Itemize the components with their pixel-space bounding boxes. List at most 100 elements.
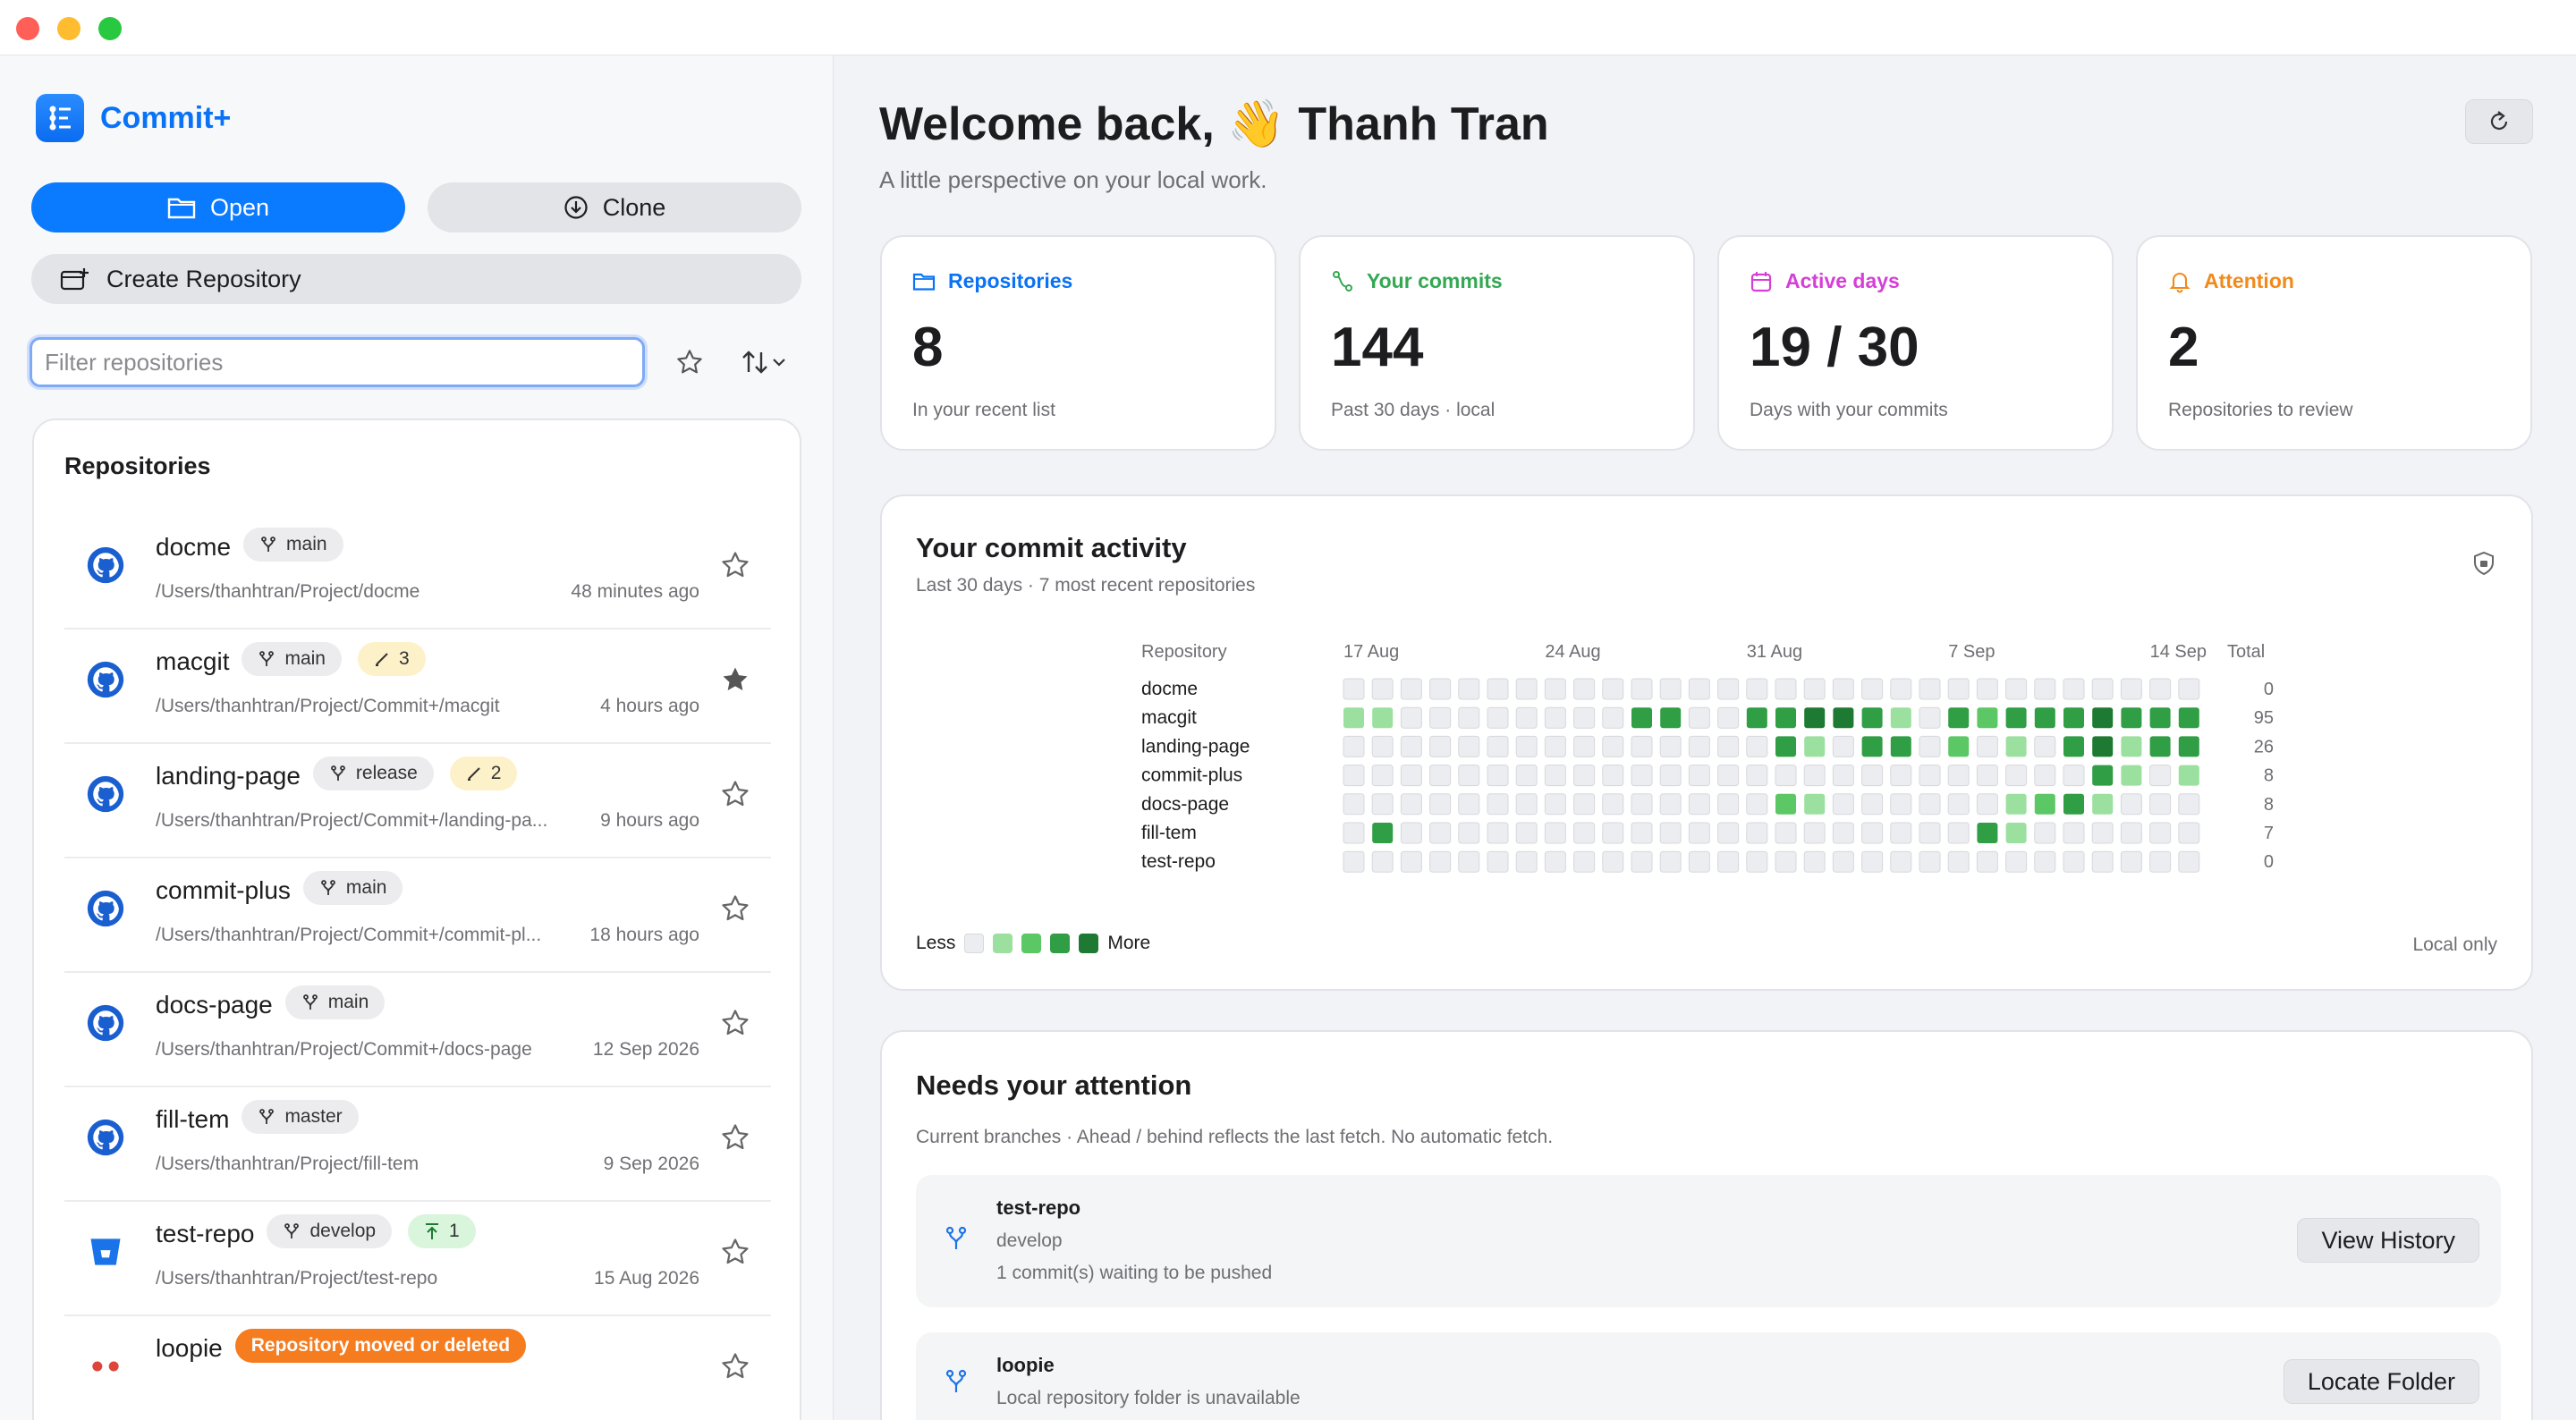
repo-row-landing-page[interactable]: landing-page release 2/Users/thanhtran/Pro… xyxy=(64,744,771,858)
heatmap-cell xyxy=(1919,765,1941,787)
heatmap-cell xyxy=(1717,765,1740,787)
star-icon[interactable] xyxy=(717,547,753,583)
heatmap-cell xyxy=(1458,850,1480,873)
branch-badge: main xyxy=(243,528,343,562)
branch-icon xyxy=(319,879,337,897)
minimize-window-button[interactable] xyxy=(57,17,80,40)
heatmap-cell xyxy=(1977,823,1998,843)
heatmap-cell xyxy=(2149,822,2172,844)
heatmap-cell xyxy=(1573,706,1596,729)
heatmap-cell xyxy=(1746,735,1768,757)
heatmap-cell xyxy=(1602,850,1624,873)
heatmap-cell xyxy=(2092,736,2114,757)
repo-last-opened: 12 Sep 2026 xyxy=(592,1039,699,1060)
branch-name: main xyxy=(284,648,326,669)
heatmap-cell xyxy=(2121,736,2142,757)
heatmap-cell xyxy=(1717,850,1740,873)
stat-card-repositories: Repositories 8 In your recent list xyxy=(880,235,1276,451)
star-icon[interactable] xyxy=(717,776,753,812)
repo-row-fill-tem[interactable]: fill-tem master/Users/thanhtran/Project/f… xyxy=(64,1087,771,1202)
clone-button[interactable]: Clone xyxy=(428,182,801,232)
create-repository-button[interactable]: Create Repository xyxy=(31,254,801,304)
star-filled-icon[interactable] xyxy=(717,662,753,697)
heatmap-row-label: docme xyxy=(1141,679,1198,699)
heatmap-cell xyxy=(1515,735,1538,757)
heatmap-cell xyxy=(1544,793,1566,816)
stat-label: Repositories xyxy=(948,269,1073,292)
stat-card-your-commits: Your commits 144 Past 30 days · local xyxy=(1299,235,1695,451)
heatmap-cell xyxy=(1861,850,1884,873)
heatmap-cell xyxy=(1429,735,1452,757)
repo-row-docme[interactable]: docme main/Users/thanhtran/Project/docme 4… xyxy=(64,515,771,630)
heatmap-cell xyxy=(1861,765,1884,787)
legend-less-label: Less xyxy=(916,933,956,953)
sort-button[interactable] xyxy=(737,343,796,381)
date-tick-label: 17 Aug xyxy=(1343,642,1399,662)
heatmap-cell xyxy=(1688,793,1710,816)
repo-path: /Users/thanhtran/Project/fill-tem xyxy=(156,1154,419,1174)
close-window-button[interactable] xyxy=(16,17,39,40)
heatmap-cell xyxy=(1832,765,1854,787)
favorites-filter-star-icon[interactable] xyxy=(671,343,708,381)
heatmap-cell xyxy=(1861,678,1884,700)
view-history-button[interactable]: View History xyxy=(2297,1218,2479,1263)
heatmap-cell xyxy=(1659,765,1682,787)
heatmap-cell xyxy=(1775,822,1797,844)
heatmap-cell xyxy=(2091,850,2114,873)
date-tick-label: 31 Aug xyxy=(1747,642,1802,662)
refresh-button[interactable] xyxy=(2465,99,2533,144)
heatmap-row-label: docs-page xyxy=(1141,794,1229,815)
heatmap-cell xyxy=(2121,765,2142,786)
heatmap-cell xyxy=(1976,850,1998,873)
heatmap-cell xyxy=(1890,850,1912,873)
star-icon[interactable] xyxy=(717,891,753,926)
branch-icon xyxy=(945,1369,967,1392)
heatmap-cell xyxy=(1400,765,1422,787)
stat-note: Past 30 days · local xyxy=(1331,400,1496,420)
pencil-icon xyxy=(466,765,482,782)
repo-row-loopie[interactable]: loopie Repository moved or deleted xyxy=(64,1316,771,1420)
heatmap-cell xyxy=(1833,707,1854,729)
heatmap-cell xyxy=(1717,706,1740,729)
heatmap-cell xyxy=(2034,793,2055,815)
repo-row-test-repo[interactable]: test-repo develop 1/Users/thanhtran/Projec… xyxy=(64,1202,771,1316)
app-brand: Commit+ xyxy=(36,94,231,142)
heatmap-cell xyxy=(1688,765,1710,787)
heatmap-cell xyxy=(2092,707,2114,729)
heatmap-cell xyxy=(1515,678,1538,700)
zoom-window-button[interactable] xyxy=(98,17,122,40)
heatmap-cell xyxy=(2063,678,2085,700)
heatmap-cell xyxy=(2005,765,2028,787)
repo-row-macgit[interactable]: macgit main 3/Users/thanhtran/Project/Comm… xyxy=(64,630,771,744)
heatmap-cell xyxy=(1400,822,1422,844)
heatmap-cell xyxy=(1371,678,1394,700)
repo-row-docs-page[interactable]: docs-page main/Users/thanhtran/Project/Co… xyxy=(64,973,771,1087)
missing-repo-icon xyxy=(86,1347,125,1386)
star-icon[interactable] xyxy=(717,1348,753,1384)
commit-path-icon xyxy=(1331,270,1354,293)
heatmap-cell xyxy=(1544,850,1566,873)
heatmap-cell xyxy=(1544,678,1566,700)
branch-icon xyxy=(945,1226,967,1249)
commit-activity-card: Your commit activity Last 30 days · 7 mo… xyxy=(880,494,2533,991)
heatmap-cell xyxy=(1804,736,1826,757)
star-icon[interactable] xyxy=(717,1234,753,1270)
heatmap-cell xyxy=(1487,735,1509,757)
star-icon[interactable] xyxy=(717,1005,753,1041)
heatmap-cell xyxy=(1602,678,1624,700)
heatmap-cell xyxy=(1487,793,1509,816)
heatmap-cell xyxy=(1919,793,1941,816)
date-tick-label: 24 Aug xyxy=(1545,642,1600,662)
locate-folder-button[interactable]: Locate Folder xyxy=(2283,1359,2479,1404)
repo-row-commit-plus[interactable]: commit-plus main/Users/thanhtran/Project/… xyxy=(64,858,771,973)
branch-badge: release xyxy=(312,756,434,790)
github-icon xyxy=(86,1118,125,1157)
heatmap-cell xyxy=(1429,678,1452,700)
heatmap-cell xyxy=(2178,736,2199,757)
heatmap-cell xyxy=(1947,793,1970,816)
open-button[interactable]: Open xyxy=(31,182,405,232)
legend-swatch xyxy=(1021,934,1042,953)
heatmap-cell xyxy=(1746,707,1767,729)
filter-repositories-input[interactable] xyxy=(30,337,645,387)
star-icon[interactable] xyxy=(717,1120,753,1155)
